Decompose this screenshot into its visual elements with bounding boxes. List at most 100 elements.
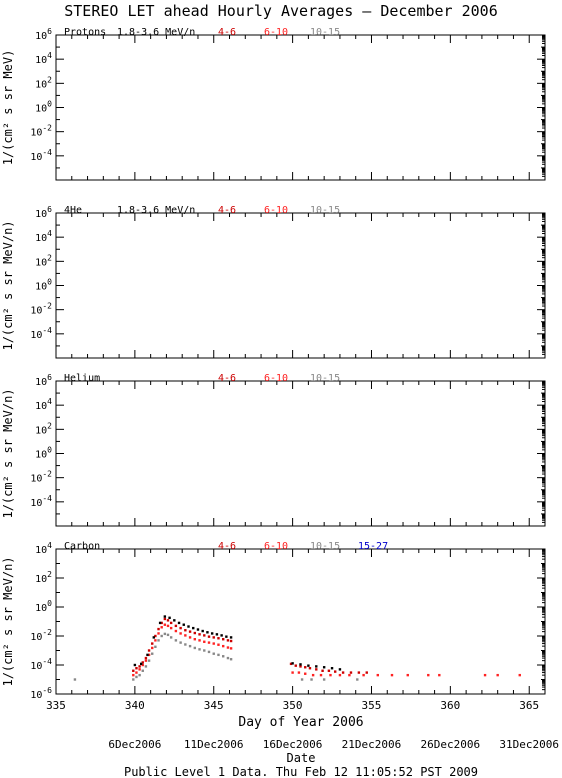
data-point — [135, 675, 138, 679]
data-point — [196, 628, 200, 631]
data-point — [163, 617, 167, 621]
x-tick-label: 355 — [362, 699, 382, 712]
data-point — [311, 673, 315, 677]
y-tick-label: 10-4 — [30, 326, 52, 341]
data-point — [427, 673, 430, 677]
data-point — [184, 643, 187, 646]
y-tick-label: 106 — [35, 373, 52, 388]
legend-entry: 4-6 — [218, 27, 236, 38]
data-point — [132, 669, 135, 672]
data-point — [201, 629, 204, 633]
data-point — [304, 666, 307, 669]
data-point — [166, 619, 170, 622]
data-point — [184, 629, 187, 632]
data-point — [310, 678, 313, 681]
data-point — [144, 656, 148, 660]
data-point — [192, 626, 195, 630]
data-point — [225, 635, 228, 638]
panel-4he: 106 104 102 100 10-2 10-4 1/(cm² s sr MeV/n) 4H… — [1, 205, 546, 359]
species-label: Protons — [64, 27, 106, 38]
y-axis-label: 1/(cm² s sr MeV) — [1, 50, 15, 166]
date-tick-label: 26Dec2006 — [421, 738, 481, 751]
data-point — [291, 662, 294, 665]
data-point — [338, 673, 342, 677]
data-point — [169, 621, 173, 625]
data-point — [193, 638, 197, 641]
data-point — [222, 655, 225, 658]
plot-frame — [55, 34, 546, 181]
data-point — [356, 678, 359, 681]
data-point — [138, 668, 141, 671]
data-point — [141, 661, 144, 664]
data-point — [304, 672, 307, 675]
data-point — [132, 673, 135, 677]
data-point — [334, 670, 337, 673]
data-point — [217, 653, 220, 657]
data-point — [203, 634, 206, 637]
y-tick-label: 100 — [35, 278, 52, 293]
data-point — [294, 664, 297, 667]
date-tick-label: 21Dec2006 — [342, 738, 402, 751]
legend-entry: 6-10 — [264, 205, 288, 216]
data-point — [212, 642, 215, 645]
data-point — [203, 640, 206, 643]
data-point — [291, 671, 294, 674]
data-point — [169, 636, 173, 639]
data-point — [496, 673, 499, 677]
plot-frame — [55, 548, 546, 695]
date-tick-label: 31Dec2006 — [499, 738, 559, 751]
legend-entry: 10-15 — [310, 541, 340, 552]
data-point — [147, 653, 151, 657]
y-tick-label: 102 — [35, 421, 52, 436]
x-tick-label: 365 — [519, 699, 539, 712]
y-tick-label: 100 — [35, 100, 52, 115]
data-point — [166, 624, 170, 628]
data-point — [157, 627, 160, 631]
data-point — [166, 633, 170, 637]
y-tick-label: 106 — [35, 27, 52, 42]
data-point — [157, 632, 160, 635]
data-point — [299, 665, 302, 668]
data-point — [188, 644, 192, 648]
data-point — [349, 671, 353, 674]
data-point — [139, 662, 143, 666]
data-point — [341, 671, 345, 674]
legend-entry: 1.8-3.6 MeV/n — [117, 27, 195, 38]
data-point — [198, 648, 201, 651]
data-point — [133, 663, 137, 667]
y-tick-label: 104 — [35, 541, 52, 556]
legend-entry: 6-10 — [264, 27, 288, 38]
plot-frame — [55, 380, 546, 527]
data-point — [168, 616, 171, 619]
data-point — [357, 671, 361, 674]
data-point — [217, 637, 220, 640]
data-point — [163, 615, 167, 618]
y-tick-label: 10-2 — [30, 470, 52, 485]
x-axis-label: Day of Year 2006 — [238, 715, 363, 730]
data-point — [160, 634, 163, 638]
data-point — [177, 621, 181, 625]
y-tick-label: 10-2 — [30, 124, 52, 139]
data-point — [132, 678, 135, 681]
data-point — [319, 673, 323, 677]
date-label: Date — [287, 751, 316, 765]
data-point — [158, 621, 162, 625]
legend-entry: 4-6 — [218, 541, 236, 552]
data-point — [169, 626, 173, 630]
data-point — [187, 625, 190, 628]
data-point — [308, 667, 312, 670]
data-point — [174, 639, 178, 642]
footer-text: Public Level 1 Data. Thu Feb 12 11:05:52… — [124, 765, 478, 778]
y-tick-label: 10-4 — [30, 148, 52, 163]
plot-frame — [55, 212, 546, 359]
y-tick-label: 100 — [35, 446, 52, 461]
species-label: Carbon — [64, 541, 100, 552]
data-point — [406, 673, 409, 677]
x-tick-label: 350 — [283, 699, 303, 712]
data-point — [154, 634, 157, 638]
data-point — [307, 664, 310, 667]
data-point — [207, 635, 211, 638]
data-point — [151, 642, 154, 645]
data-point — [226, 639, 230, 642]
